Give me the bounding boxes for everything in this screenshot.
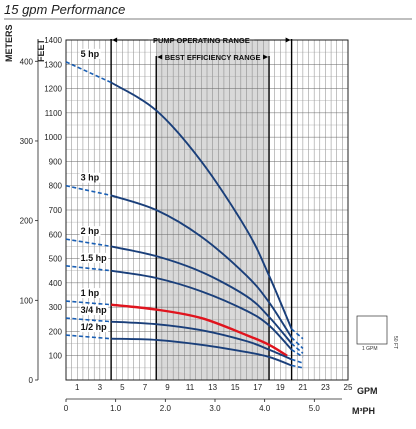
series-1-2-hp-label: 1/2 hp xyxy=(81,322,108,332)
best-efficiency-range-label: BEST EFFICIENCY RANGE xyxy=(165,53,261,62)
y-tick-label: 400 xyxy=(49,279,63,288)
series-3-hp-dashed-end xyxy=(291,336,304,350)
series-5-hp-dashed-start xyxy=(65,61,112,84)
meters-tick-label: 100 xyxy=(20,296,34,305)
series-1-2-hp-dashed-end xyxy=(291,364,304,369)
scale-legend-x-label: 1 GPM xyxy=(362,346,378,352)
series-3-4-hp-label-bg xyxy=(79,305,109,316)
y-tick-label: 900 xyxy=(49,157,63,166)
series-1-5-hp-dashed-start xyxy=(65,265,112,272)
x2-axis-label: M³PH xyxy=(352,406,375,416)
y-tick-label: 500 xyxy=(49,255,63,264)
y2-axis-label: METERS xyxy=(4,24,14,62)
series-3-4-hp-dashed-start xyxy=(65,317,112,323)
x-tick-label: 21 xyxy=(298,383,307,392)
series-1-5-hp-label-bg xyxy=(79,252,109,263)
series-3-hp-dashed-start xyxy=(65,184,112,197)
plot-frame xyxy=(65,39,349,381)
y-tick-label: 700 xyxy=(49,206,63,215)
series-1-5-hp-dashed-end xyxy=(291,348,304,358)
m3ph-tick-label: 3.0 xyxy=(209,404,221,413)
x-tick-label: 15 xyxy=(231,383,240,392)
y-tick-label: 800 xyxy=(49,182,63,191)
best-efficiency-range-arrowhead-right xyxy=(263,54,269,60)
x-tick-label: 9 xyxy=(165,383,170,392)
y-tick-label: 300 xyxy=(49,303,63,312)
series-1-2-hp-line xyxy=(111,337,292,367)
series-3-4-hp-label: 3/4 hp xyxy=(81,305,108,315)
m3ph-tick-label: 0 xyxy=(64,404,69,413)
scale-legend-y-label: 50 FT xyxy=(392,336,398,349)
series-1-hp-label-bg xyxy=(79,288,101,299)
series-1-5-hp-label: 1.5 hp xyxy=(81,253,108,263)
x-tick-label: 5 xyxy=(120,383,125,392)
pump-operating-range-label: PUMP OPERATING RANGE xyxy=(153,36,250,45)
series-1-hp-label: 1 hp xyxy=(81,288,100,298)
m3ph-tick-label: 5.0 xyxy=(309,404,321,413)
series-1-hp-dashed-start xyxy=(65,300,112,306)
meters-tick-label: 400 xyxy=(20,57,34,66)
x-tick-label: 25 xyxy=(344,383,353,392)
m3ph-tick-label: 4.0 xyxy=(259,404,271,413)
y-tick-label: 1200 xyxy=(44,85,62,94)
series-2-hp-dashed-start xyxy=(65,238,112,248)
y-tick-label: 600 xyxy=(49,230,63,239)
scale-legend: 1 GPM 50 FT xyxy=(356,315,398,352)
best-efficiency-range-arrowhead-left xyxy=(157,54,163,60)
x-tick-label: 23 xyxy=(321,383,330,392)
y-axis-label: FEET xyxy=(36,38,46,62)
series-2-hp-label: 2 hp xyxy=(81,226,100,236)
pump-operating-range-arrowhead-left xyxy=(112,37,118,43)
series-5-hp-line xyxy=(110,81,293,330)
x-axis-label: GPM xyxy=(357,386,378,396)
series-1-hp-line xyxy=(110,303,288,357)
m3ph-tick-label: 2.0 xyxy=(160,404,172,413)
x-tick-label: 19 xyxy=(276,383,285,392)
pump-operating-range-arrowhead-right xyxy=(285,37,291,43)
x-tick-label: 13 xyxy=(208,383,217,392)
series-2-hp-dashed-end xyxy=(291,342,304,354)
meters-tick-label: 300 xyxy=(20,137,34,146)
series-1-2-hp-label-bg xyxy=(79,322,109,333)
y-tick-label: 1000 xyxy=(44,133,62,142)
series-3-4-hp-line xyxy=(111,320,292,361)
y-tick-label: 100 xyxy=(49,352,63,361)
meters-tick-label: 200 xyxy=(20,217,34,226)
series-1-2-hp-dashed-start xyxy=(65,334,112,340)
x-tick-label: 3 xyxy=(98,383,103,392)
series-1-5-hp-line xyxy=(110,269,293,351)
y-tick-label: 200 xyxy=(49,327,63,336)
y-tick-label: 1300 xyxy=(44,60,62,69)
chart-title: 15 gpm Performance xyxy=(4,2,125,17)
series-3-hp-line xyxy=(110,194,293,339)
x-tick-label: 1 xyxy=(75,383,80,392)
y-tick-label: 1400 xyxy=(44,36,62,45)
series-3-4-hp-dashed-end xyxy=(291,358,304,364)
series-5-hp-label-bg xyxy=(79,48,101,59)
m3ph-tick-label: 1.0 xyxy=(110,404,122,413)
series-5-hp-dashed-end xyxy=(291,328,304,340)
meters-tick-label: 0 xyxy=(29,376,34,385)
x-tick-label: 7 xyxy=(143,383,148,392)
y-tick-label: 1100 xyxy=(45,109,63,118)
series-3-hp-label: 3 hp xyxy=(81,173,100,183)
series-2-hp-line xyxy=(110,245,293,345)
series-3-hp-label-bg xyxy=(79,172,101,183)
x-tick-label: 11 xyxy=(186,383,195,392)
scale-legend-box xyxy=(356,315,388,345)
series-5-hp-label: 5 hp xyxy=(81,49,100,59)
series-2-hp-label-bg xyxy=(79,226,101,237)
x-tick-label: 17 xyxy=(253,383,262,392)
